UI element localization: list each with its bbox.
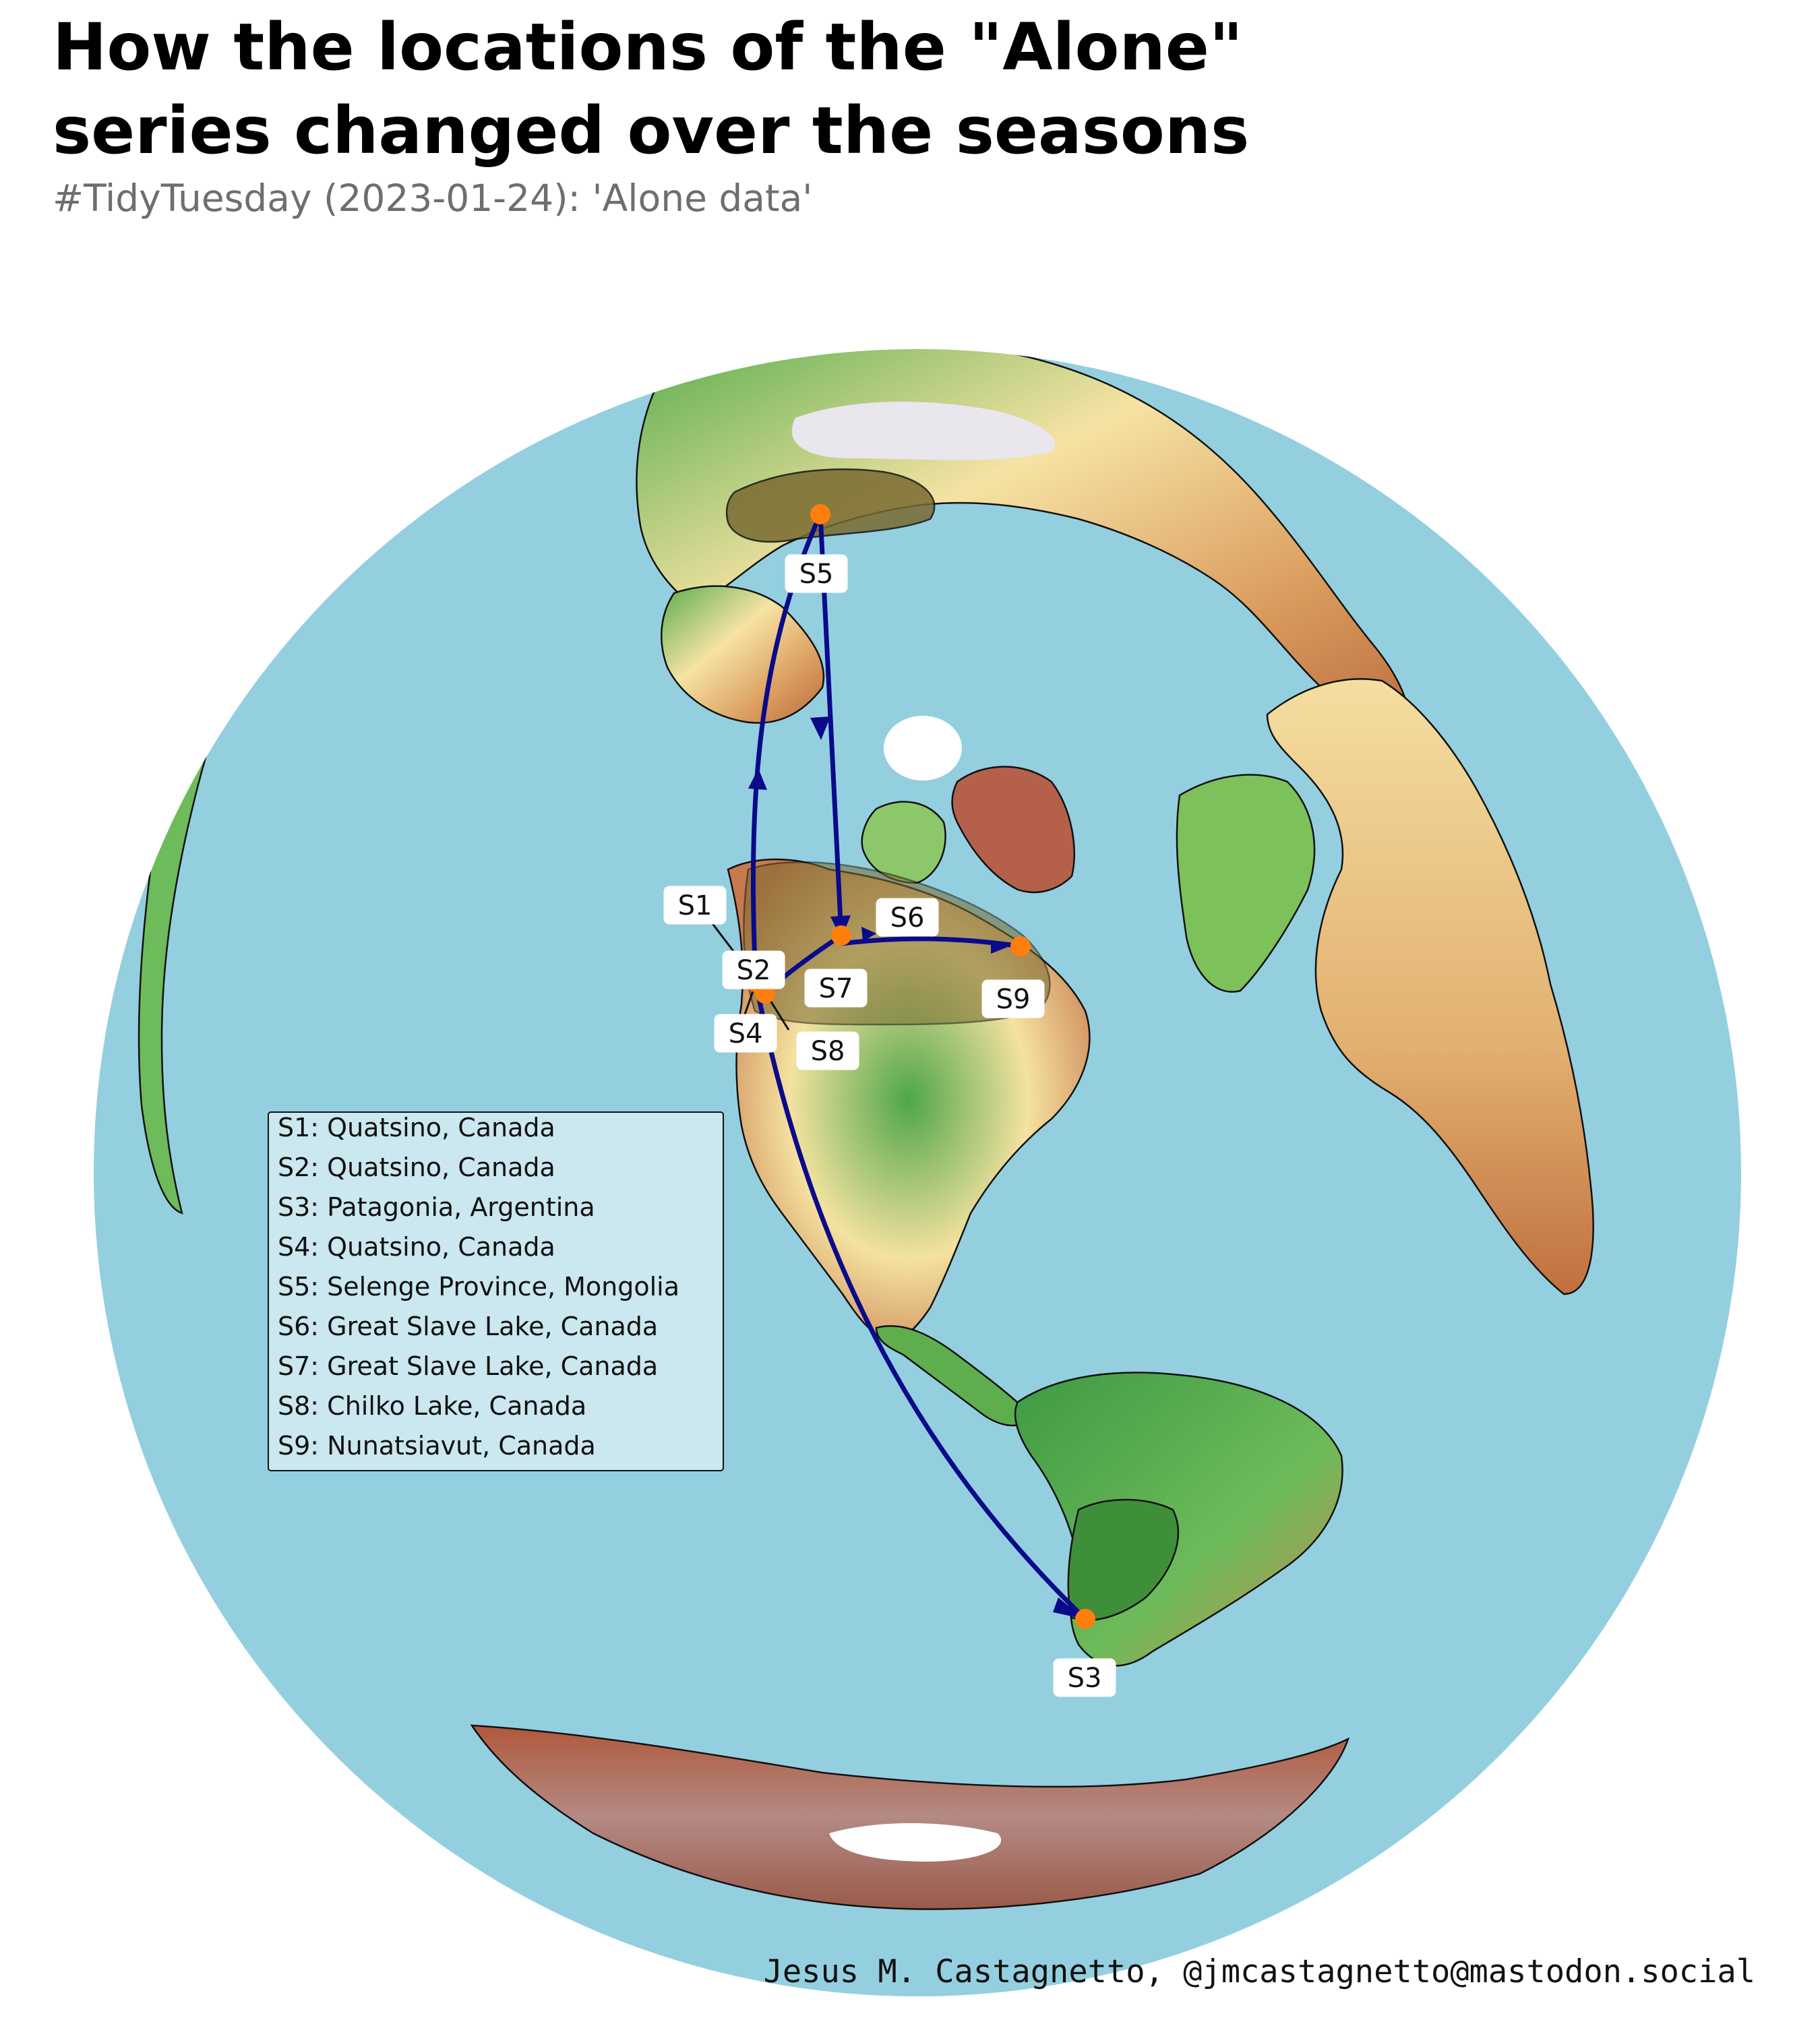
title-line-1: How the locations of the "Alone" xyxy=(53,9,1243,85)
legend-item: S1: Quatsino, Canada xyxy=(278,1113,555,1142)
route-arrowhead-7 xyxy=(1053,1597,1084,1619)
land-western-europe xyxy=(1176,774,1316,993)
site-point-s9 xyxy=(1010,936,1031,956)
land-arctic-islands xyxy=(861,801,946,884)
site-label-text: S9 xyxy=(996,984,1031,1015)
site-label-s2: S2 xyxy=(722,950,785,989)
route-arrowhead-5 xyxy=(991,940,1011,954)
site-label-s4: S4 xyxy=(714,1014,777,1053)
site-label-box xyxy=(876,898,939,937)
site-label-text: S8 xyxy=(811,1036,845,1067)
site-label-box xyxy=(785,554,848,593)
site-label-s7: S7 xyxy=(804,969,868,1008)
site-label-s3: S3 xyxy=(1053,1658,1116,1697)
legend-item: S5: Selenge Province, Mongolia xyxy=(278,1272,679,1301)
legend-item: S9: Nunatsiavut, Canada xyxy=(278,1431,596,1461)
legend-box xyxy=(268,1111,724,1471)
title-line-2: series changed over the seasons xyxy=(53,93,1250,168)
site-label-text: S2 xyxy=(737,955,771,986)
site-label-box xyxy=(981,979,1045,1018)
land-greenland xyxy=(951,766,1075,894)
route-s2-s3 xyxy=(753,981,1087,1621)
legend-item: S8: Chilko Lake, Canada xyxy=(278,1391,586,1421)
site-labels: S1 S2 S3 S4 S5 S6 S7 S8 S9 xyxy=(663,554,1116,1697)
legend: S1: Quatsino, Canada S2: Quatsino, Canada… xyxy=(268,1111,724,1471)
site-label-s9: S9 xyxy=(981,979,1045,1018)
land-antarctica xyxy=(470,1724,1350,1910)
site-label-text: S5 xyxy=(799,559,834,590)
site-point-s6 xyxy=(831,925,851,946)
land-europe-africa xyxy=(1266,678,1594,1295)
site-label-box xyxy=(804,969,868,1008)
site-point-s5 xyxy=(810,504,830,524)
route-arrowhead-1 xyxy=(748,768,767,790)
site-label-box xyxy=(663,886,727,925)
legend-item: S6: Great Slave Lake, Canada xyxy=(278,1312,658,1341)
north-pole-gap xyxy=(884,716,962,780)
chart-title: How the locations of the "Alone" series … xyxy=(53,5,1670,173)
leader-line-s8 xyxy=(767,997,790,1031)
site-label-text: S7 xyxy=(819,973,853,1004)
legend-item: S2: Quatsino, Canada xyxy=(278,1153,555,1182)
site-label-box xyxy=(1053,1658,1116,1697)
site-label-box xyxy=(714,1014,777,1053)
site-label-s5: S5 xyxy=(785,554,848,593)
route-arrowhead-2 xyxy=(810,716,830,740)
legend-item: S3: Patagonia, Argentina xyxy=(278,1192,595,1222)
site-label-text: S1 xyxy=(678,890,712,921)
legend-item: S4: Quatsino, Canada xyxy=(278,1232,555,1262)
site-label-s1: S1 xyxy=(663,886,727,925)
caption-credit: Jesus M. Castagnetto, @jmcastagnetto@mas… xyxy=(763,1953,1755,1990)
site-point-s3 xyxy=(1075,1609,1095,1629)
legend-item: S7: Great Slave Lake, Canada xyxy=(278,1351,658,1381)
route-arrowhead-4 xyxy=(861,927,876,942)
site-label-s6: S6 xyxy=(876,898,939,937)
mongolia-highlight xyxy=(725,468,936,543)
site-label-text: S6 xyxy=(890,902,925,933)
site-label-s8: S8 xyxy=(796,1031,859,1070)
antarctica-ice xyxy=(829,1823,1002,1862)
site-label-box xyxy=(722,950,785,989)
chart-subtitle: #TidyTuesday (2023-01-24): 'Alone data' xyxy=(53,177,813,220)
site-label-box xyxy=(796,1031,859,1070)
himalaya-snow xyxy=(791,402,1056,460)
site-label-text: S4 xyxy=(729,1018,763,1049)
site-label-text: S3 xyxy=(1068,1663,1102,1694)
argentina-highlight xyxy=(1067,1498,1179,1621)
